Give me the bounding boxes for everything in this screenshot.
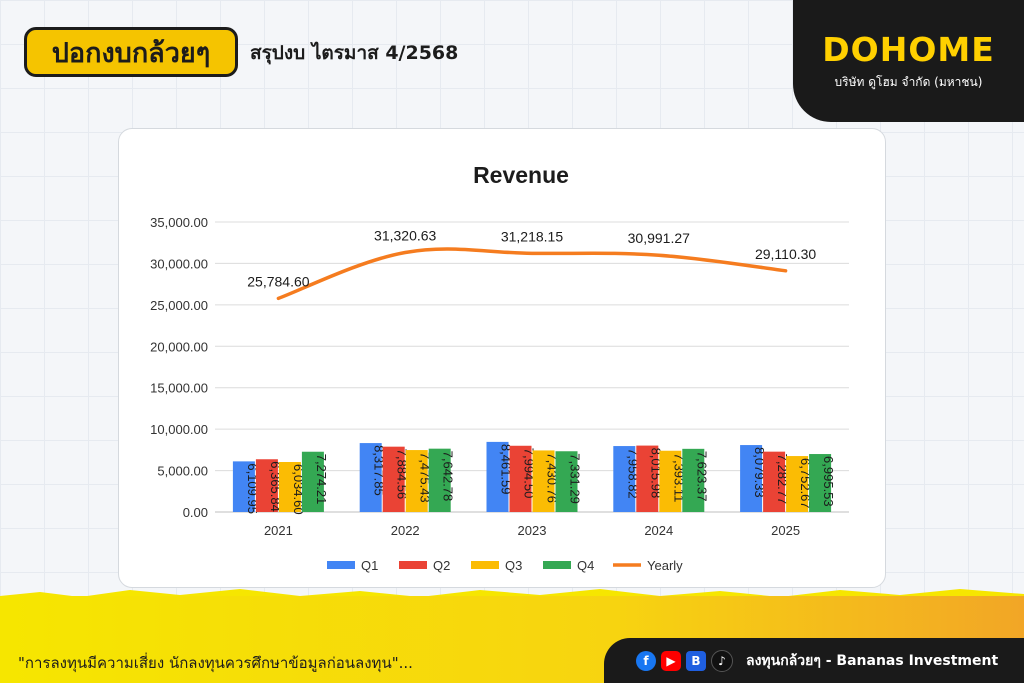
legend-label: Q4 xyxy=(577,558,594,573)
revenue-chart: Revenue 0.00 5,000.00 10,000.00 15,000.00 20,… xyxy=(150,162,849,573)
legend-swatch-q4 xyxy=(543,561,571,569)
y-tick-label: 5,000.00 xyxy=(157,464,208,479)
tiktok-icon[interactable]: ♪ xyxy=(711,649,733,672)
y-tick-label: 25,000.00 xyxy=(150,298,208,313)
bar-data-label: 6,995.53 xyxy=(821,456,836,507)
x-tick-label: 2023 xyxy=(518,523,547,538)
y-tick-label: 0.00 xyxy=(183,505,208,520)
yearly-data-label: 30,991.27 xyxy=(628,230,690,246)
company-brand-panel: DOHOME บริษัท ดูโฮม จำกัด (มหาชน) xyxy=(793,0,1024,122)
page-title: สรุปงบ ไตรมาส 4/2568 xyxy=(250,42,459,64)
legend-swatch-q3 xyxy=(471,561,499,569)
legend-swatch-q1 xyxy=(327,561,355,569)
youtube-icon[interactable]: ▶ xyxy=(661,650,681,671)
bar-q4 xyxy=(809,454,832,512)
bar-q1 xyxy=(740,445,763,512)
chart-card: Revenue 0.00 5,000.00 10,000.00 15,000.00 20,… xyxy=(118,128,886,588)
investment-disclaimer: "การลงทุนมีความเสี่ยง นักลงทุนควรศึกษาข้… xyxy=(18,654,413,672)
company-name: DOHOME xyxy=(822,30,995,69)
bar-q2 xyxy=(636,445,659,512)
x-tick-label: 2025 xyxy=(771,523,800,538)
bar-q1 xyxy=(232,461,255,512)
yearly-data-label: 31,218.15 xyxy=(501,228,563,244)
bar-q4 xyxy=(428,448,451,512)
bar-q1 xyxy=(486,441,509,512)
legend-label: Q1 xyxy=(361,558,378,573)
channel-logo-text: ปอกงบกล้วยๆ xyxy=(51,37,211,69)
company-subtitle: บริษัท ดูโฮม จำกัด (มหาชน) xyxy=(834,75,983,89)
chart-title: Revenue xyxy=(473,162,569,188)
bar-data-label: 7,642.78 xyxy=(441,451,456,502)
bar-q3 xyxy=(405,450,428,512)
bar-data-label: 7,623.37 xyxy=(694,451,709,502)
yearly-data-label: 31,320.63 xyxy=(374,227,436,243)
yearly-data-label: 29,110.30 xyxy=(755,246,816,262)
bar-data-label: 7,331.29 xyxy=(568,453,583,504)
bar-q3 xyxy=(659,450,682,512)
bar-q2 xyxy=(255,459,278,512)
bar-q2 xyxy=(382,446,405,512)
legend-label: Q2 xyxy=(433,558,450,573)
x-tick-label: 2022 xyxy=(391,523,420,538)
yearly-line xyxy=(276,247,788,301)
bar-q3 xyxy=(532,450,555,512)
channel-logo: ปอกงบกล้วยๆ xyxy=(24,27,238,77)
bar-q4 xyxy=(682,448,705,512)
bar-data-label: 7,274.21 xyxy=(314,454,329,505)
y-tick-label: 20,000.00 xyxy=(150,339,208,354)
bar-q1 xyxy=(613,446,636,512)
x-tick-label: 2021 xyxy=(264,523,293,538)
y-tick-label: 35,000.00 xyxy=(150,215,208,230)
facebook-icon[interactable]: f xyxy=(636,650,656,671)
y-tick-label: 15,000.00 xyxy=(150,381,208,396)
legend-label: Yearly xyxy=(647,558,683,573)
bar-q4 xyxy=(301,451,324,512)
bar-q2 xyxy=(763,451,786,512)
legend-swatch-q2 xyxy=(399,561,427,569)
x-tick-label: 2024 xyxy=(644,523,673,538)
bar-q4 xyxy=(555,451,578,512)
legend-label: Q3 xyxy=(505,558,522,573)
social-bar: f ▶ B ♪ ลงทุนกล้วยๆ - Bananas Investment xyxy=(604,638,1024,683)
blockdit-icon[interactable]: B xyxy=(686,650,706,671)
bar-q3 xyxy=(786,456,809,512)
bar-q1 xyxy=(359,443,382,512)
y-tick-label: 30,000.00 xyxy=(150,256,208,271)
y-tick-label: 10,000.00 xyxy=(150,422,208,437)
social-channel-name: ลงทุนกล้วยๆ - Bananas Investment xyxy=(746,652,999,669)
yearly-data-label: 25,784.60 xyxy=(247,273,309,289)
bar-q2 xyxy=(509,445,532,512)
bar-q3 xyxy=(278,461,301,512)
